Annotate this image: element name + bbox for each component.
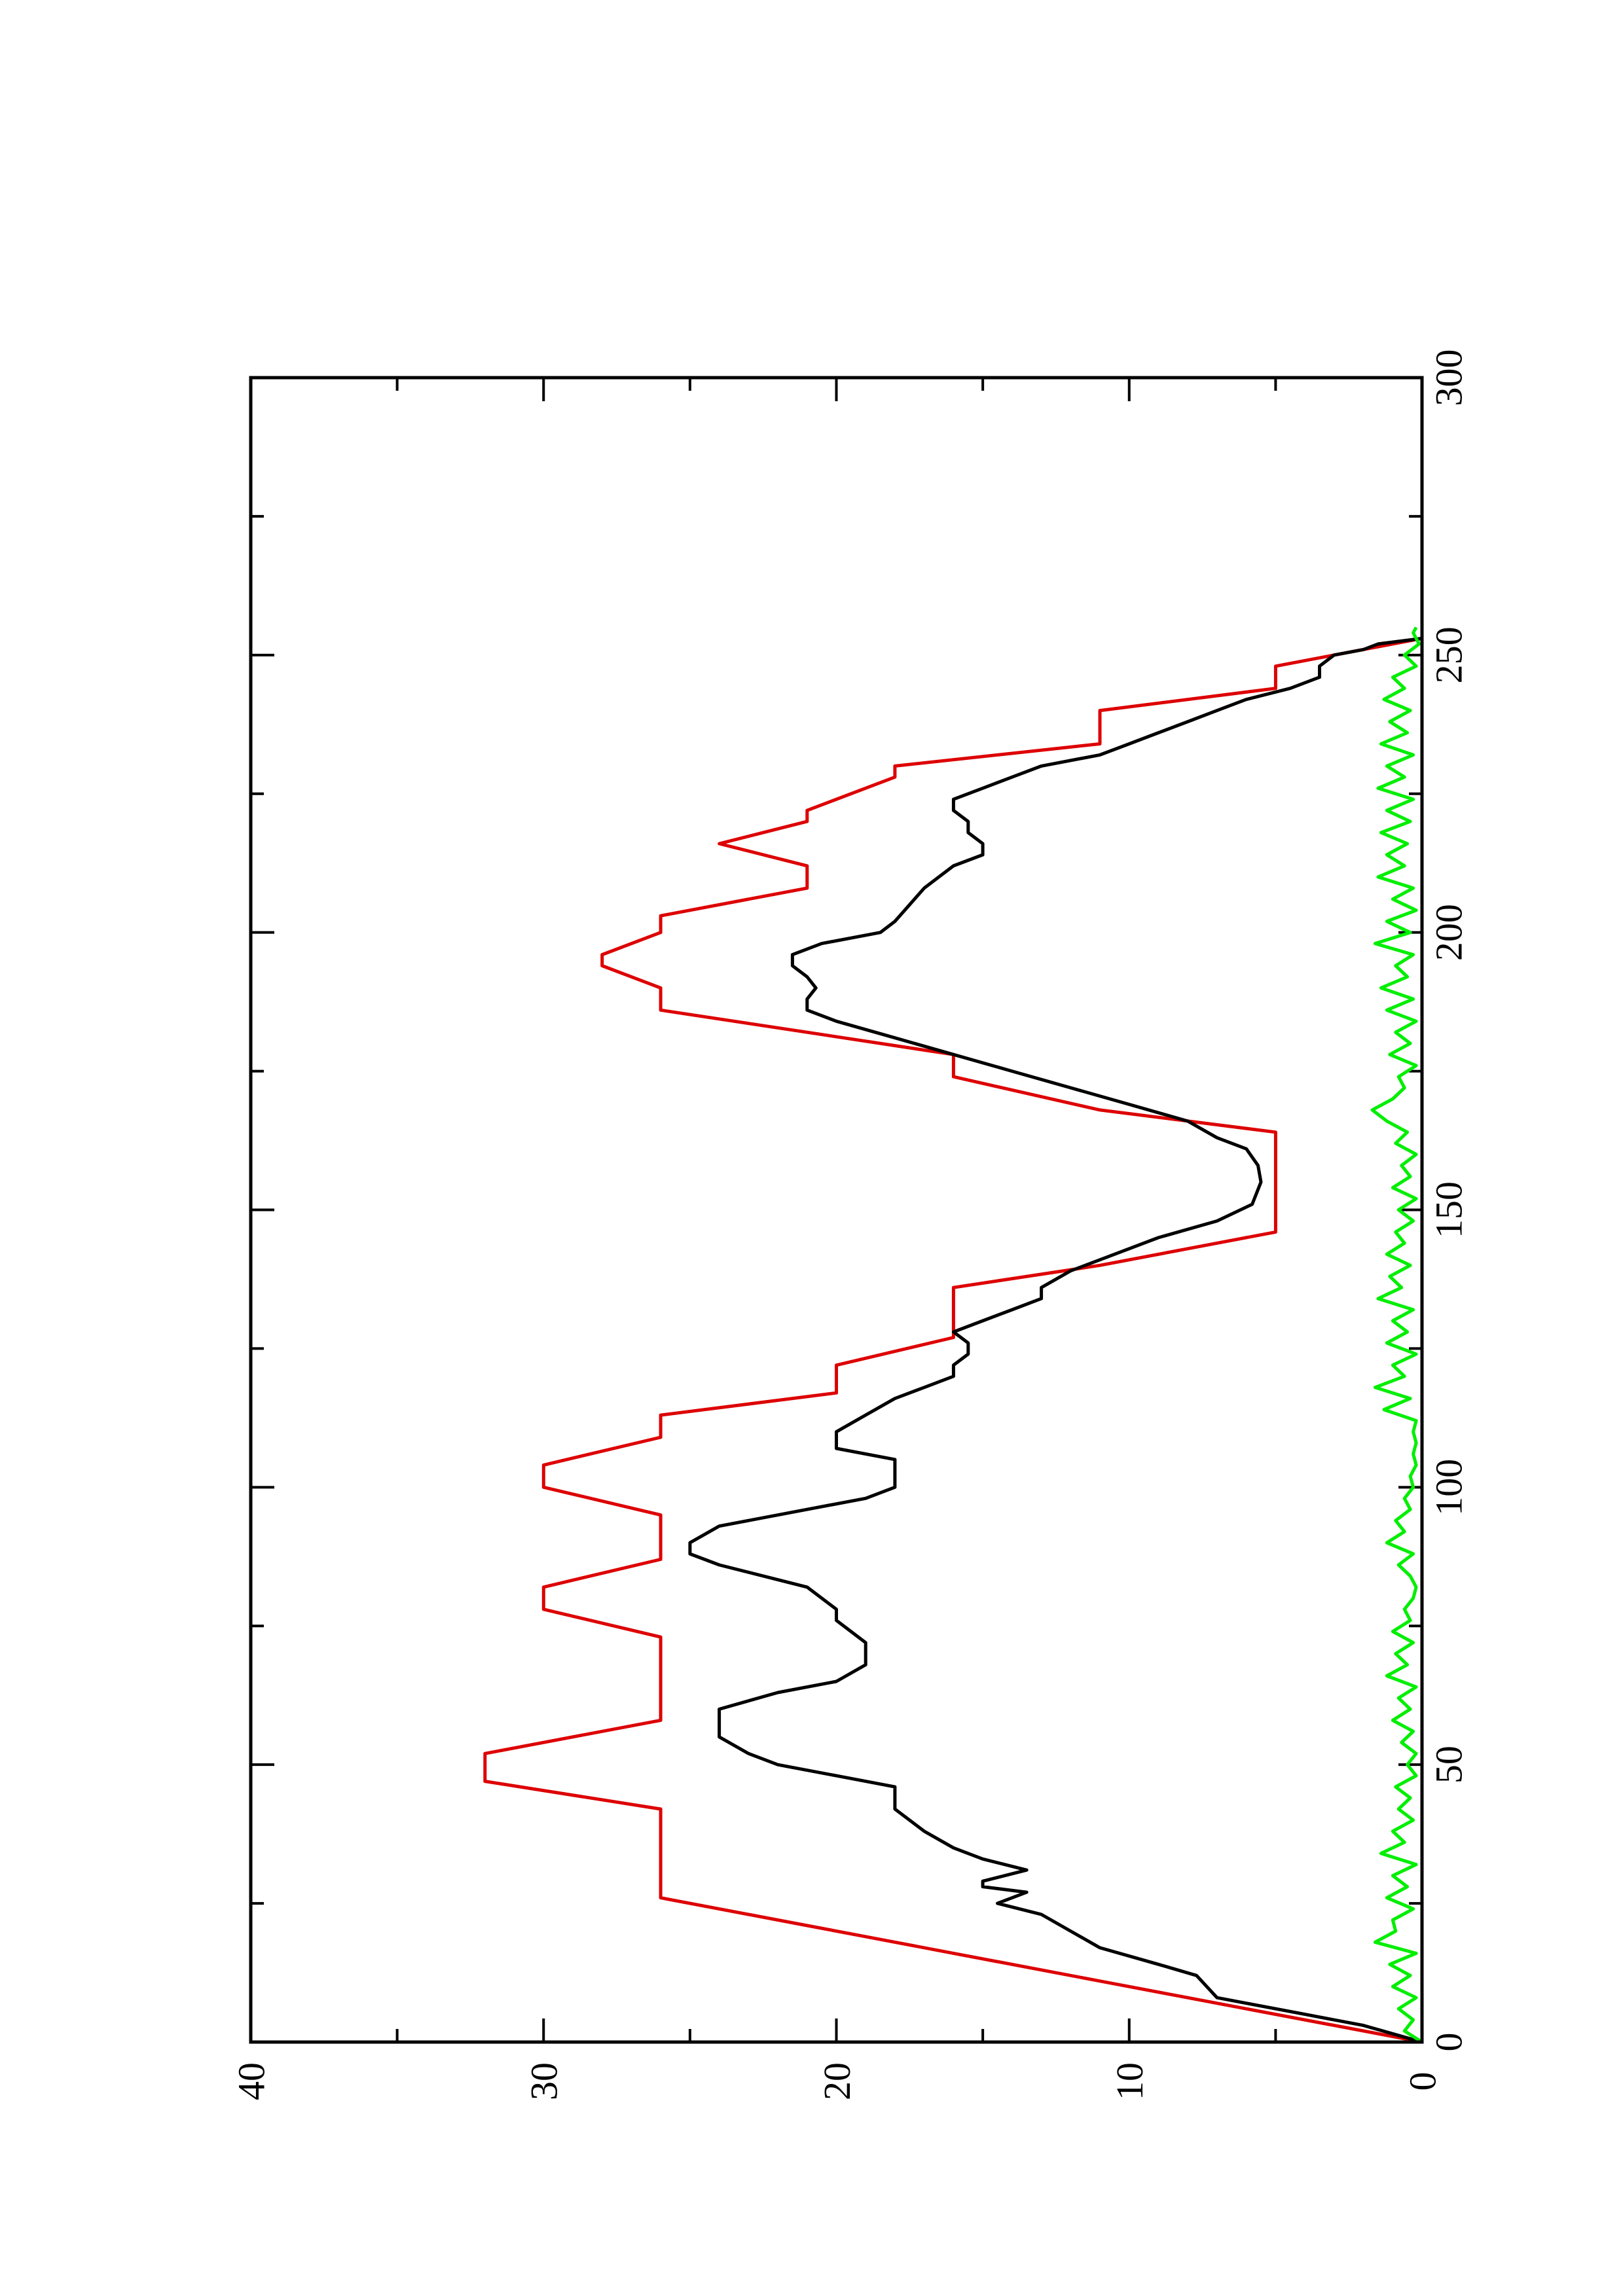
x-tick-label: 0	[1427, 2033, 1470, 2052]
upper-step-series	[483, 636, 1423, 2044]
axes-layer: 0 50 100 150 200 250 300 0 10 20 30 40	[230, 350, 1470, 2101]
y-tick-label: 20	[816, 2062, 858, 2100]
y-tick-label: 40	[230, 2062, 272, 2100]
x-tick-label: 250	[1427, 626, 1470, 683]
y-tick-label: 30	[523, 2062, 566, 2100]
x-tick-label: 300	[1427, 350, 1470, 406]
mean-series	[688, 636, 1423, 2044]
y-tick-label: 0	[1401, 2072, 1444, 2091]
x-tick-label: 150	[1427, 1181, 1470, 1238]
x-tick-label: 100	[1427, 1459, 1470, 1516]
series-layer	[483, 626, 1423, 2044]
fluctuation-series	[1370, 626, 1423, 2044]
x-tick-label: 200	[1427, 904, 1470, 961]
y-tick-label: 10	[1108, 2062, 1151, 2100]
plot-frame	[249, 376, 1424, 2044]
x-tick-label: 50	[1427, 1746, 1470, 1784]
